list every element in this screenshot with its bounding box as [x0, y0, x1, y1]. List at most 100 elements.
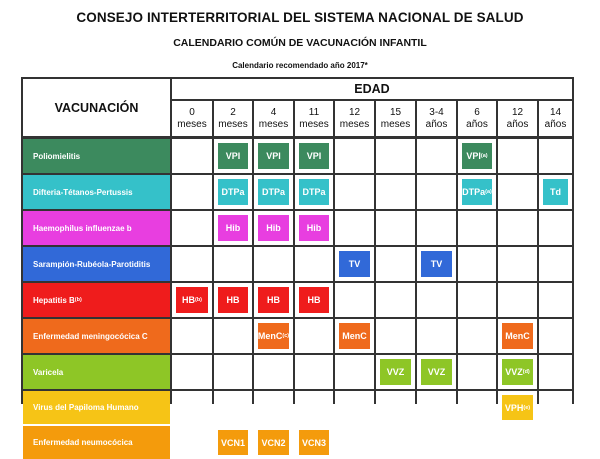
schedule-cell	[498, 247, 537, 281]
schedule-cell	[458, 426, 496, 459]
schedule-cell: VVZ	[417, 355, 456, 389]
dose-label: TV	[430, 259, 443, 269]
schedule-cell: MenC (c)	[254, 319, 293, 353]
age-number: 3-4	[429, 106, 444, 118]
age-column-header: 12 años	[498, 101, 537, 136]
schedule-cell	[172, 391, 212, 424]
age-column-header: 12 meses	[335, 101, 374, 136]
schedule-cell	[417, 426, 456, 459]
schedule-cell	[417, 319, 456, 353]
age-number: 2	[230, 106, 236, 118]
schedule-cell	[498, 211, 537, 245]
schedule-cell: VCN2	[254, 426, 293, 459]
schedule-cell	[376, 211, 415, 245]
schedule-cell: MenC	[335, 319, 374, 353]
vaccine-name-cell: Haemophilus influenzae b	[23, 211, 170, 245]
age-unit: meses	[299, 118, 329, 130]
dose-badge: VPI	[258, 143, 289, 169]
schedule-cell	[498, 139, 537, 173]
schedule-cell	[498, 283, 537, 317]
schedule-cell	[376, 391, 415, 424]
age-column-header: 14 años	[539, 101, 572, 136]
dose-badge: HB	[218, 287, 248, 313]
age-column-header: 6 años	[458, 101, 496, 136]
dose-label: MenC	[505, 331, 530, 341]
age-column-header: 4 meses	[254, 101, 293, 136]
schedule-cell: VPI	[214, 139, 252, 173]
dose-badge: HB (b)	[176, 287, 208, 313]
dose-label: VPI	[306, 151, 322, 161]
schedule-cell: VVZ (d)	[498, 355, 537, 389]
schedule-cell	[295, 319, 333, 353]
age-number: 12	[348, 106, 361, 118]
vaccine-name-cell: Hepatitis B (b)	[23, 283, 170, 317]
dose-badge: TV	[421, 251, 452, 277]
schedule-cell	[498, 175, 537, 209]
age-number: 14	[549, 106, 562, 118]
schedule-cell	[539, 211, 572, 245]
dose-badge: Hib	[218, 215, 248, 241]
dose-label: VCN1	[220, 437, 245, 448]
schedule-cell	[458, 247, 496, 281]
vaccine-name: Enfermedad meningocócica C	[33, 331, 148, 341]
dose-label: DTPa	[261, 187, 285, 197]
dose-badge: VVZ (d)	[502, 359, 533, 385]
dose-badge: VVZ	[421, 359, 452, 385]
schedule-cell: VPH (e)	[498, 391, 537, 424]
dose-label: HB	[267, 295, 280, 305]
dose-badge: HB	[299, 287, 329, 313]
dose-label: Td	[550, 187, 561, 197]
schedule-cell	[376, 426, 415, 459]
schedule-cell	[254, 355, 293, 389]
vaccine-name: Enfermedad neumocócica	[33, 438, 133, 447]
schedule-cell	[214, 319, 252, 353]
age-unit: meses	[177, 118, 207, 130]
dose-badge: MenC	[339, 323, 370, 349]
schedule-cell	[417, 175, 456, 209]
vaccine-name-cell: Enfermedad neumocócica	[23, 426, 170, 459]
age-unit: años	[466, 118, 488, 130]
age-column-header: 15 meses	[376, 101, 415, 136]
dose-badge: Hib	[258, 215, 289, 241]
age-unit: años	[544, 118, 567, 130]
schedule-cell: HB	[214, 283, 252, 317]
vaccine-name: Sarampión-Rubéola-Parotiditis	[33, 259, 151, 269]
schedule-cell: VVZ	[376, 355, 415, 389]
schedule-cell	[539, 139, 572, 173]
dose-label: HB	[181, 295, 195, 305]
age-column-header: 11 meses	[295, 101, 333, 136]
dose-badge: MenC	[502, 323, 533, 349]
schedule-cell	[214, 355, 252, 389]
dose-label: MenC	[342, 331, 367, 341]
schedule-cell: TV	[335, 247, 374, 281]
dose-label: DTPa	[302, 187, 326, 197]
schedule-cell: Hib	[214, 211, 252, 245]
schedule-cell	[335, 391, 374, 424]
schedule-cell	[539, 283, 572, 317]
schedule-cell: DTPa	[214, 175, 252, 209]
schedule-cell	[458, 211, 496, 245]
calendar-note: Calendario recomendado año 2017*	[232, 61, 368, 70]
dose-label: MenC	[257, 331, 283, 341]
dose-badge: HB	[258, 287, 289, 313]
dose-label: Hib	[306, 223, 322, 233]
footnote-mark: (b)	[74, 297, 82, 303]
schedule-cell: VCN1	[214, 426, 252, 459]
vaccine-name-cell: Varicela	[23, 355, 170, 389]
dose-label: VPI	[266, 151, 281, 161]
dose-label: VVZ	[505, 367, 523, 377]
page-subtitle: CALENDARIO COMÚN DE VACUNACIÓN INFANTIL	[173, 37, 427, 49]
schedule-cell	[458, 319, 496, 353]
schedule-cell: VPI	[254, 139, 293, 173]
schedule-cell	[376, 175, 415, 209]
schedule-cell	[172, 355, 212, 389]
age-unit: meses	[218, 118, 248, 130]
age-number: 11	[308, 106, 320, 118]
schedule-cell	[376, 283, 415, 317]
age-number: 15	[389, 106, 402, 118]
age-unit: meses	[258, 118, 289, 130]
vaccination-table: VACUNACIÓN EDAD 0 meses 2 meses 4 meses 11 mese…	[21, 77, 574, 459]
dose-label: Hib	[266, 223, 281, 233]
dose-badge: VCN3	[299, 430, 329, 455]
schedule-cell: VPI	[295, 139, 333, 173]
